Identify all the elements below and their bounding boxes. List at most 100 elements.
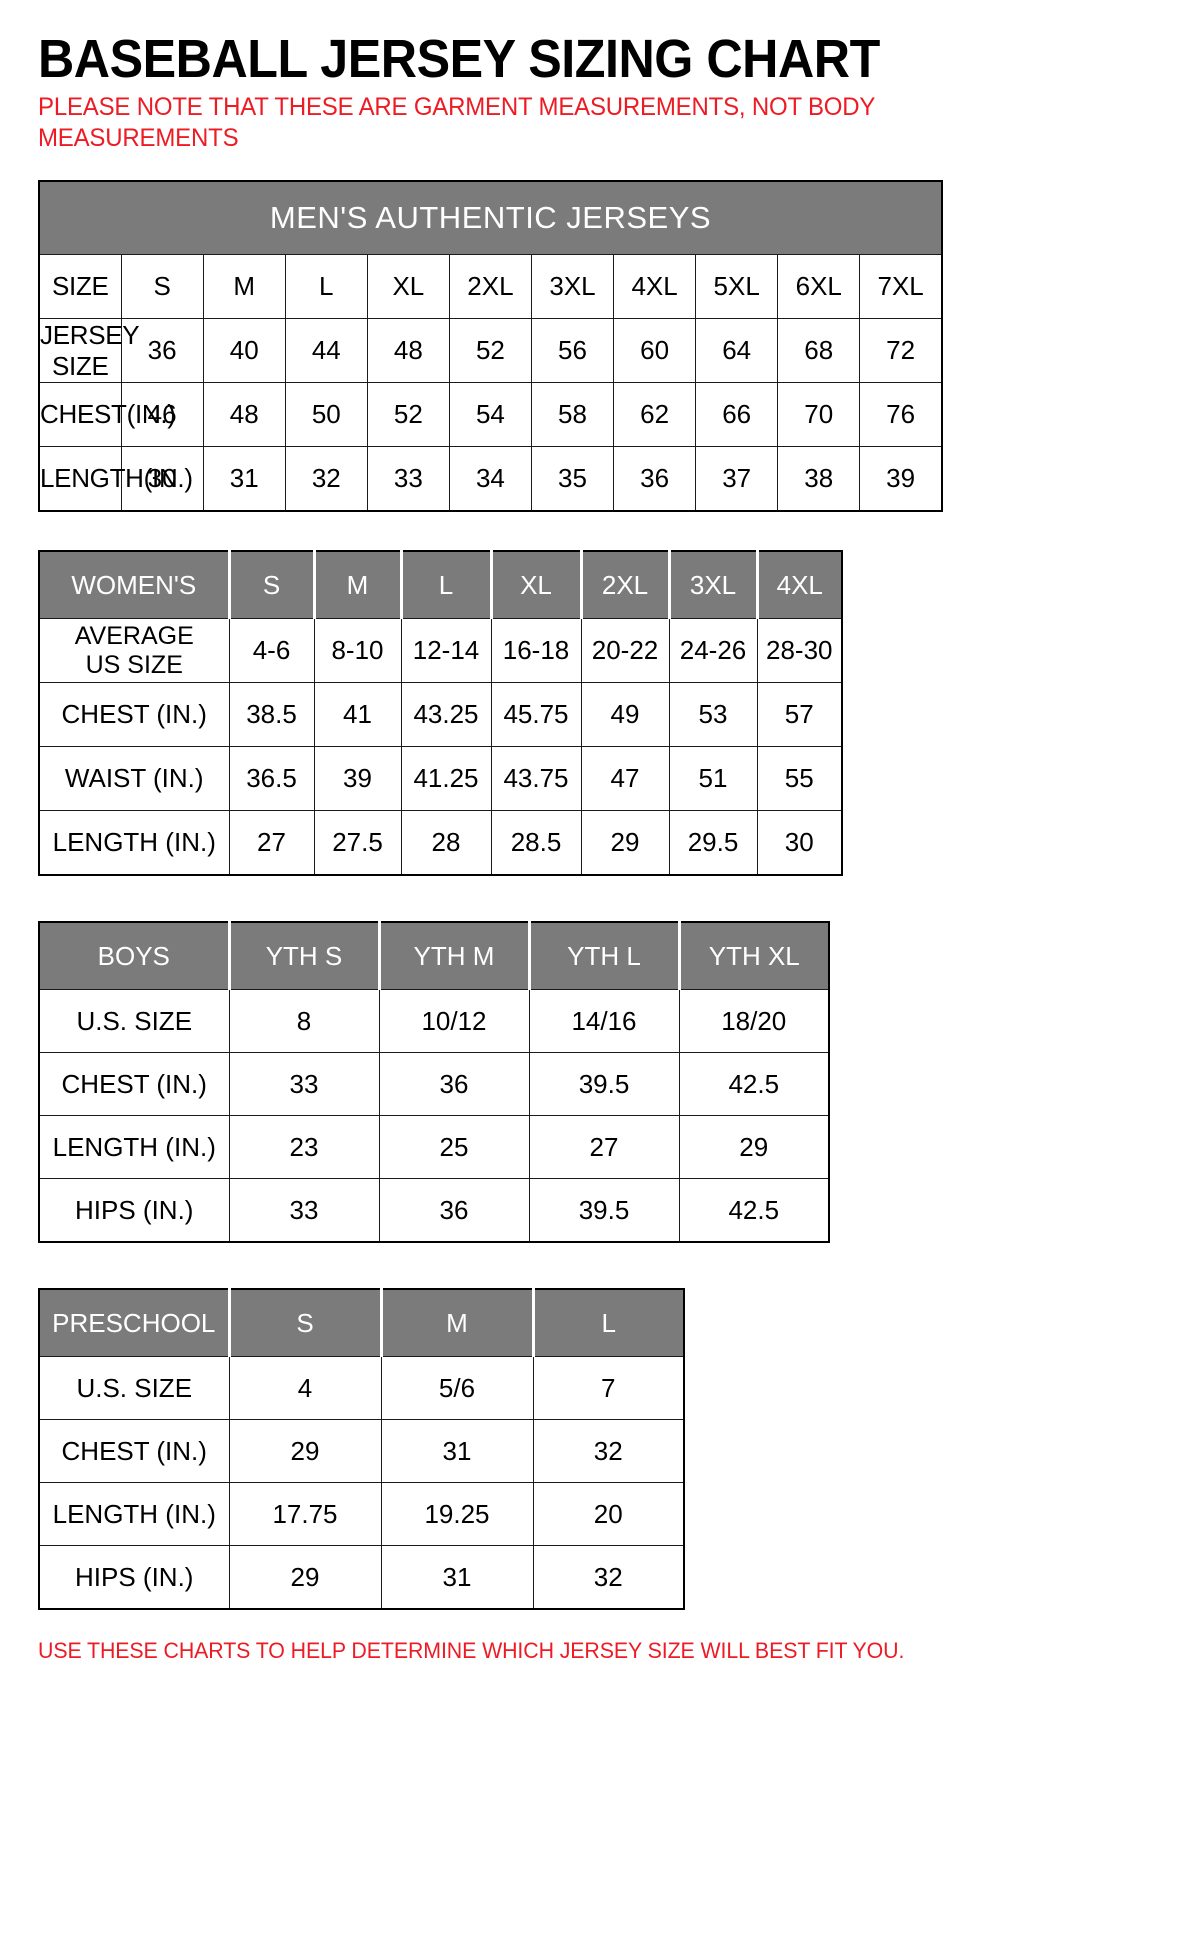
womens-r1c5: 53 — [668, 682, 758, 747]
mens-r1c5: 58 — [530, 382, 615, 447]
womens-row-2-label: WAIST (IN.) — [38, 746, 230, 811]
mens-r0c4: 52 — [448, 318, 532, 383]
boys-r3c3: 42.5 — [678, 1178, 830, 1243]
boys-r3c0: 33 — [228, 1178, 380, 1243]
womens-col-6: 4XL — [755, 550, 842, 619]
preschool-row-1-label: CHEST (IN.) — [38, 1419, 230, 1483]
womens-r3c4: 29 — [580, 810, 670, 876]
mens-r2c6: 36 — [613, 446, 697, 512]
womens-r3c1: 27.5 — [313, 810, 402, 876]
mens-row-1-label: CHEST(IN.) — [38, 382, 176, 447]
mens-r2c9: 39 — [859, 446, 943, 512]
womens-r0c3: 16-18 — [490, 618, 582, 683]
womens-r3c3: 28.5 — [490, 810, 582, 876]
boys-r1c2: 39.5 — [528, 1052, 680, 1116]
mens-r1c8: 70 — [777, 382, 861, 447]
table-row: CHEST (IN.) 38.5 41 43.25 45.75 49 53 57 — [38, 682, 843, 747]
womens-r2c6: 55 — [756, 746, 843, 811]
table-row: CHEST (IN.) 33 36 39.5 42.5 — [38, 1052, 830, 1116]
mens-r0c9: 72 — [859, 318, 943, 383]
preschool-r2c0: 17.75 — [228, 1482, 382, 1546]
footer-note: USE THESE CHARTS TO HELP DETERMINE WHICH… — [38, 1638, 905, 1663]
table-row: WAIST (IN.) 36.5 39 41.25 43.75 47 51 55 — [38, 746, 843, 811]
womens-r0c2: 12-14 — [400, 618, 492, 683]
preschool-r3c0: 29 — [228, 1545, 382, 1610]
mens-r2c4: 34 — [448, 446, 532, 512]
womens-row-0-label-line1: AVERAGE — [74, 621, 194, 650]
womens-r0c4: 20-22 — [580, 618, 670, 683]
mens-col-0: S — [120, 254, 204, 319]
mens-r0c8: 68 — [777, 318, 861, 383]
womens-r0c5: 24-26 — [668, 618, 758, 683]
womens-r2c5: 51 — [668, 746, 758, 811]
womens-r0c1: 8-10 — [313, 618, 402, 683]
mens-col-4: 2XL — [448, 254, 532, 319]
womens-r2c0: 36.5 — [228, 746, 315, 811]
womens-r0c6: 28-30 — [756, 618, 843, 683]
mens-row-2-label: LENGTH(IN.) — [38, 446, 193, 512]
mens-col-6: 4XL — [613, 254, 697, 319]
womens-r2c3: 43.75 — [490, 746, 582, 811]
preschool-r0c1: 5/6 — [380, 1356, 534, 1420]
page-title: BASEBALL JERSEY SIZING CHART — [38, 29, 880, 89]
mens-r2c5: 35 — [530, 446, 615, 512]
boys-sizing-table: BOYS YTH S YTH M YTH L YTH XL U.S. SIZE … — [38, 921, 830, 1243]
mens-col-3: XL — [366, 254, 450, 319]
boys-row-1-label: CHEST (IN.) — [38, 1052, 230, 1116]
mens-r0c1: 40 — [202, 318, 286, 383]
boys-row-2-label: LENGTH (IN.) — [38, 1115, 230, 1179]
preschool-col-2: L — [531, 1288, 684, 1357]
womens-header-row: WOMEN'S S M L XL 2XL 3XL 4XL — [39, 550, 842, 619]
womens-row-1-label: CHEST (IN.) — [38, 682, 230, 747]
preschool-header-row: PRESCHOOL S M L — [39, 1288, 684, 1357]
preschool-row-3-label: HIPS (IN.) — [38, 1545, 230, 1610]
boys-col-2: YTH L — [527, 921, 681, 990]
preschool-r3c1: 31 — [380, 1545, 534, 1610]
boys-r0c2: 14/16 — [528, 989, 680, 1053]
table-row: LENGTH (IN.) 27 27.5 28 28.5 29 29.5 30 — [38, 810, 843, 876]
womens-r1c0: 38.5 — [228, 682, 315, 747]
womens-r1c4: 49 — [580, 682, 670, 747]
womens-col-3: XL — [489, 550, 583, 619]
table-row: AVERAGE US SIZE 4-6 8-10 12-14 16-18 20-2… — [38, 618, 843, 683]
preschool-corner-label: PRESCHOOL — [39, 1288, 231, 1357]
mens-r0c5: 56 — [530, 318, 615, 383]
table-row: CHEST (IN.) 29 31 32 — [38, 1419, 685, 1483]
preschool-r0c2: 7 — [532, 1356, 685, 1420]
womens-r3c2: 28 — [400, 810, 492, 876]
womens-r1c6: 57 — [756, 682, 843, 747]
preschool-r3c2: 32 — [532, 1545, 685, 1610]
preschool-r0c0: 4 — [228, 1356, 382, 1420]
womens-row-3-label: LENGTH (IN.) — [38, 810, 230, 876]
womens-r2c4: 47 — [580, 746, 670, 811]
womens-col-4: 2XL — [579, 550, 671, 619]
mens-r2c0: 30 — [120, 446, 204, 512]
mens-sizing-table: MEN'S AUTHENTIC JERSEYS SIZE S M L XL 2X… — [38, 180, 943, 512]
boys-r2c1: 25 — [378, 1115, 530, 1179]
mens-r1c2: 50 — [284, 382, 368, 447]
mens-r0c3: 48 — [366, 318, 450, 383]
page-subtitle: PLEASE NOTE THAT THESE ARE GARMENT MEASU… — [38, 93, 875, 152]
preschool-col-1: M — [379, 1288, 535, 1357]
womens-r1c3: 45.75 — [490, 682, 582, 747]
womens-col-5: 3XL — [667, 550, 759, 619]
womens-col-2: L — [399, 550, 493, 619]
mens-r1c4: 54 — [448, 382, 532, 447]
mens-banner-title: MEN'S AUTHENTIC JERSEYS — [39, 181, 942, 255]
mens-col-1: M — [202, 254, 286, 319]
boys-r0c3: 18/20 — [678, 989, 830, 1053]
mens-r1c9: 76 — [859, 382, 943, 447]
table-row: JERSEY SIZE 36 40 44 48 52 56 60 64 68 7… — [38, 318, 943, 383]
mens-r1c1: 48 — [202, 382, 286, 447]
womens-row-0-label-line2: US SIZE — [85, 650, 183, 679]
preschool-row-2-label: LENGTH (IN.) — [38, 1482, 230, 1546]
womens-r2c2: 41.25 — [400, 746, 492, 811]
mens-corner-label: SIZE — [38, 254, 122, 319]
table-row: LENGTH (IN.) 23 25 27 29 — [38, 1115, 830, 1179]
mens-r1c6: 62 — [613, 382, 697, 447]
mens-col-5: 3XL — [530, 254, 615, 319]
boys-header-row: BOYS YTH S YTH M YTH L YTH XL — [39, 921, 829, 990]
mens-header-row: SIZE S M L XL 2XL 3XL 4XL 5XL 6XL 7XL — [38, 254, 943, 319]
preschool-col-0: S — [227, 1288, 383, 1357]
